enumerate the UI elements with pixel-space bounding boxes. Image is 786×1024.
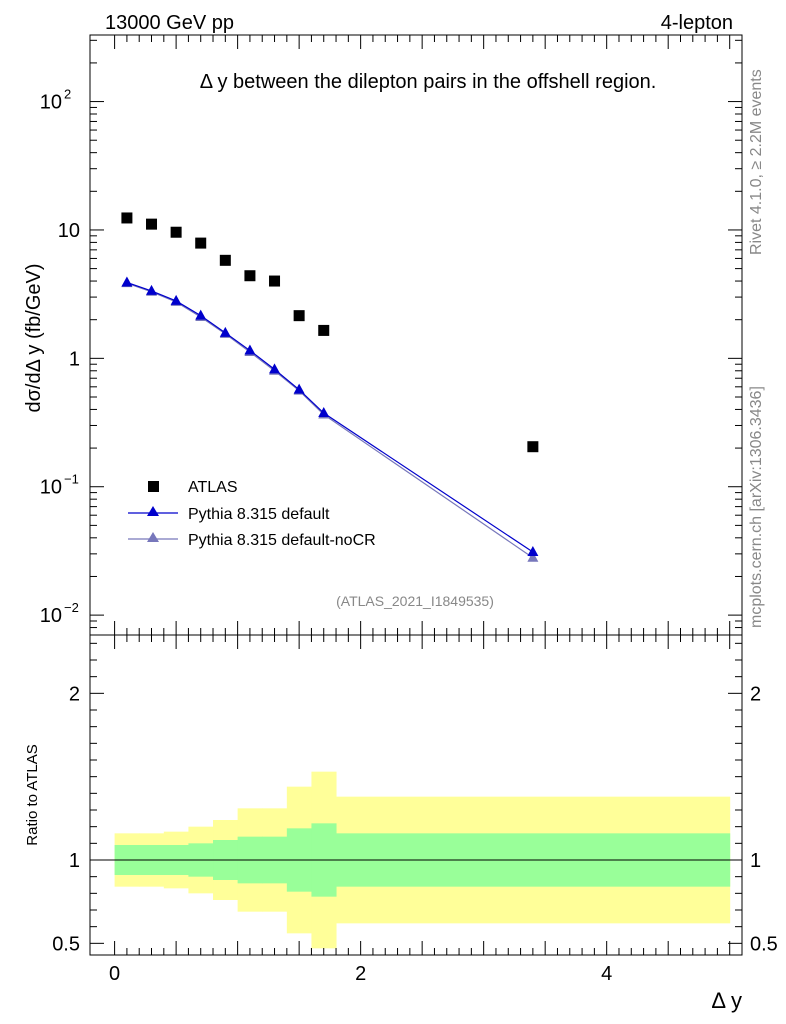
chart-title: Δ y between the dilepton pairs in the of… — [200, 71, 657, 93]
data-point-atlas — [170, 226, 182, 238]
data-point-atlas — [244, 270, 256, 282]
data-point-pythia-default — [527, 546, 539, 557]
x-tick-label: 4 — [601, 963, 612, 985]
ratio-frame — [89, 634, 743, 956]
main-x-ticks — [114, 35, 731, 635]
y-tick-label-exponent: −1 — [64, 472, 79, 487]
x-tick-labels: 0 2 4 — [109, 963, 612, 985]
ratio-y-ticks: 0.5 0.5 1 1 2 2 — [52, 642, 778, 955]
data-point-pythia-default — [269, 363, 281, 374]
main-series — [121, 212, 539, 562]
legend-atlas-label: ATLAS — [188, 479, 238, 496]
main-panel: Δ y between the dilepton pairs in the of… — [23, 34, 743, 636]
x-axis-label: Δ y — [711, 988, 742, 1013]
header-left: 13000 GeV pp — [105, 12, 234, 34]
y-axis-label-text: dσ/dΔ y (fb/GeV) — [23, 263, 45, 412]
legend-nocr-label: Pythia 8.315 default-noCR — [188, 532, 376, 549]
data-point-pythia-default — [219, 326, 231, 337]
data-point-pythia-default — [170, 294, 182, 305]
legend: ATLAS Pythia 8.315 default Pythia 8.315 … — [128, 479, 376, 549]
ratio-tick-label-right: 2 — [750, 683, 761, 705]
side-text-top: Rivet 4.1.0, ≥ 2.2M events — [748, 69, 765, 255]
ratio-tick-label-right: 1 — [750, 850, 761, 872]
series-line-pythia-default — [126, 281, 534, 553]
data-point-atlas — [293, 310, 305, 322]
ratio-panel: 0.5 0.5 1 1 2 2 Ratio to ATLAS — [24, 634, 778, 956]
data-point-pythia-default — [146, 284, 158, 295]
ratio-tick-label-left: 0.5 — [52, 933, 80, 955]
y-tick-label: 1 — [69, 348, 80, 370]
ratio-tick-label-left: 1 — [69, 850, 80, 872]
data-point-pythia-default — [121, 276, 133, 287]
data-point-atlas — [121, 212, 133, 224]
series-line-pythia-nocr — [126, 282, 534, 559]
ratio-y-label: Ratio to ATLAS — [24, 744, 41, 845]
data-point-atlas — [195, 237, 207, 249]
y-tick-label: 10 — [58, 220, 80, 242]
data-point-pythia-default — [318, 407, 330, 418]
data-point-pythia-default — [293, 383, 305, 394]
legend-nocr-marker — [147, 532, 159, 542]
ratio-tick-label-right: 0.5 — [750, 933, 778, 955]
data-point-atlas — [269, 275, 281, 287]
y-tick-label-exponent: −2 — [64, 600, 79, 615]
data-point-atlas — [219, 254, 231, 266]
y-tick-label-exponent: 2 — [64, 87, 71, 102]
watermark: (ATLAS_2021_I1849535) — [336, 593, 494, 609]
header-right: 4-lepton — [661, 12, 733, 34]
legend-atlas-marker — [148, 481, 159, 492]
legend-default-marker — [147, 506, 159, 516]
data-point-pythia-default — [195, 309, 207, 320]
ratio-tick-label-left: 2 — [69, 683, 80, 705]
data-point-pythia-nocr — [527, 551, 539, 562]
y-tick-label: 10 — [40, 92, 62, 114]
data-point-pythia-default — [244, 344, 256, 355]
side-text-bottom: mcplots.cern.ch [arXiv:1306.3436] — [748, 386, 765, 628]
legend-default-label: Pythia 8.315 default — [188, 506, 330, 523]
data-point-atlas — [527, 441, 539, 453]
y-tick-label: 10 — [40, 477, 62, 499]
ratio-x-ticks — [114, 635, 731, 955]
data-point-atlas — [146, 218, 158, 230]
x-tick-label: 2 — [355, 963, 366, 985]
data-point-atlas — [318, 324, 330, 336]
x-tick-label: 0 — [109, 963, 120, 985]
y-tick-label: 10 — [40, 605, 62, 627]
y-axis-label: dσ/dΔ y (fb/GeV) — [23, 263, 45, 412]
